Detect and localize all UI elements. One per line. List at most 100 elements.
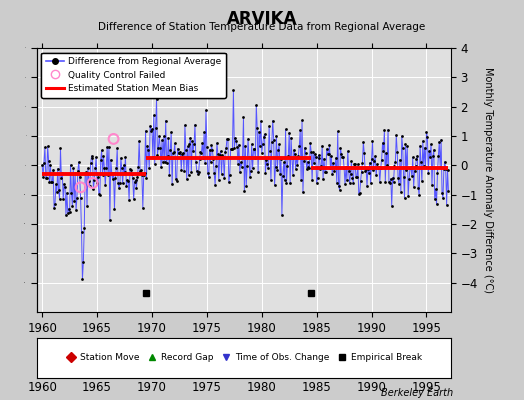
Point	[382, 150, 390, 156]
Point	[88, 153, 96, 159]
Point	[48, 179, 57, 186]
Point	[255, 128, 263, 135]
Point	[147, 128, 155, 134]
Point	[59, 196, 68, 202]
Point	[437, 136, 445, 143]
Point	[121, 154, 129, 160]
Point	[201, 160, 209, 166]
Point	[85, 183, 94, 189]
Point	[403, 143, 411, 150]
Point	[149, 154, 157, 161]
Point	[233, 143, 241, 150]
Point	[415, 192, 423, 198]
Point	[344, 168, 353, 174]
Point	[229, 87, 237, 93]
Point	[104, 172, 112, 178]
Point	[70, 197, 79, 204]
Point	[439, 195, 447, 202]
Point	[301, 150, 310, 156]
Point	[46, 161, 54, 168]
Point	[232, 138, 241, 144]
Point	[91, 165, 100, 172]
Point	[286, 180, 294, 186]
Point	[187, 169, 195, 176]
Point	[250, 146, 259, 152]
Point	[394, 175, 402, 182]
Point	[381, 178, 389, 185]
Point	[356, 178, 365, 184]
Point	[154, 144, 162, 151]
Point	[303, 158, 312, 165]
Point	[318, 142, 326, 149]
Point	[56, 145, 64, 152]
Point	[375, 163, 383, 170]
Legend: Difference from Regional Average, Quality Control Failed, Estimated Station Mean: Difference from Regional Average, Qualit…	[41, 52, 226, 98]
Point	[321, 169, 329, 175]
Point	[170, 149, 178, 155]
Point	[431, 196, 439, 202]
Point	[86, 160, 95, 166]
Point	[384, 126, 392, 133]
Point	[287, 134, 295, 141]
Point	[89, 180, 97, 186]
Point	[262, 157, 270, 164]
Text: 1960: 1960	[27, 381, 57, 394]
Point	[164, 134, 172, 141]
Point	[333, 180, 341, 186]
Point	[425, 148, 433, 154]
Point	[125, 197, 133, 203]
Point	[412, 156, 421, 162]
Point	[374, 165, 382, 171]
Point	[184, 172, 193, 178]
Point	[249, 146, 258, 152]
Point	[419, 138, 427, 144]
Point	[397, 188, 405, 195]
Point	[361, 168, 369, 174]
Point	[336, 145, 345, 151]
Point	[372, 172, 380, 178]
Point	[246, 174, 254, 180]
Point	[218, 152, 226, 158]
Point	[236, 168, 244, 175]
Point	[89, 186, 97, 192]
Point	[266, 148, 274, 154]
Point	[64, 205, 73, 212]
Point	[253, 125, 261, 132]
Point	[219, 154, 227, 160]
Point	[231, 135, 239, 141]
Point	[129, 196, 138, 202]
Point	[407, 164, 415, 171]
Point	[228, 146, 237, 152]
Point	[431, 186, 440, 192]
Point	[173, 145, 182, 152]
Point	[395, 181, 403, 187]
Point	[181, 122, 189, 128]
Point	[377, 156, 386, 163]
Point	[161, 117, 170, 124]
Point	[281, 126, 290, 132]
Point	[112, 165, 121, 171]
Point	[106, 217, 114, 224]
Point	[352, 174, 360, 180]
Point	[413, 152, 421, 159]
Point	[341, 181, 349, 187]
Point	[94, 174, 102, 181]
Point	[152, 96, 161, 102]
Point	[400, 195, 409, 202]
Point	[163, 153, 172, 160]
Point	[216, 148, 225, 154]
Point	[168, 181, 176, 187]
Point	[132, 185, 140, 192]
Point	[42, 175, 51, 182]
Point	[294, 153, 302, 159]
Point	[175, 150, 183, 157]
Point	[68, 202, 77, 209]
Point	[206, 159, 215, 165]
Point	[171, 140, 179, 146]
Point	[257, 118, 265, 124]
Point	[296, 127, 304, 133]
Point	[272, 132, 281, 139]
Point	[212, 163, 220, 169]
Point	[434, 152, 443, 159]
Point	[373, 161, 381, 168]
